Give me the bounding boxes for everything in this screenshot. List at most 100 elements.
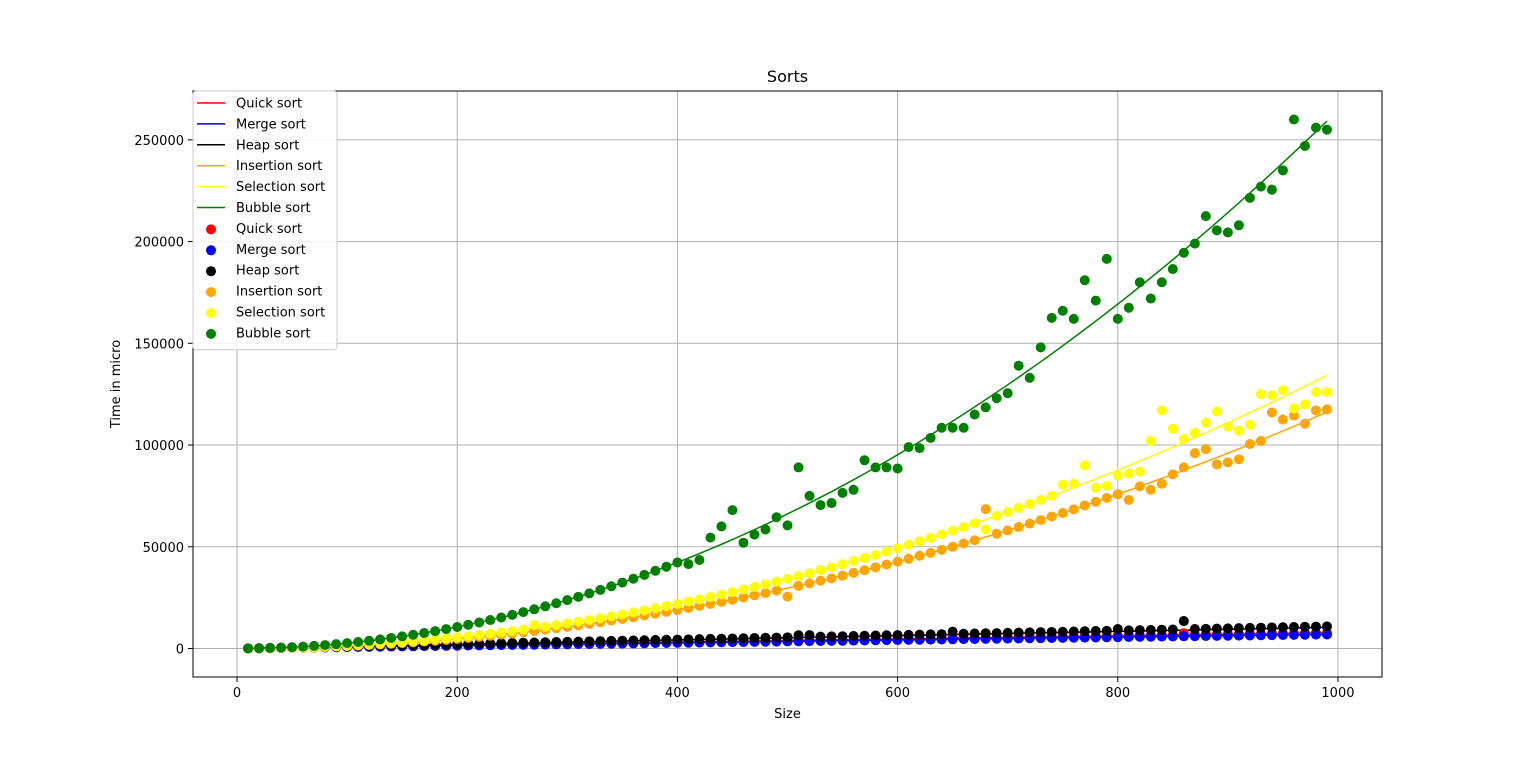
point-bubble-sort (1068, 313, 1079, 324)
point-bubble-sort (265, 643, 276, 654)
x-tick-label: 800 (1105, 686, 1130, 701)
point-bubble-sort (375, 634, 386, 645)
point-insertion-sort (947, 541, 958, 552)
point-heap-sort (804, 630, 815, 641)
point-heap-sort (573, 636, 584, 647)
point-bubble-sort (485, 615, 496, 626)
point-insertion-sort (1112, 489, 1123, 500)
point-heap-sort (1024, 627, 1035, 638)
point-heap-sort (540, 637, 551, 648)
point-bubble-sort (628, 573, 639, 584)
point-insertion-sort (870, 562, 881, 573)
legend-line-label: Quick sort (236, 97, 302, 112)
point-heap-sort (694, 634, 705, 645)
point-insertion-sort (826, 573, 837, 584)
point-bubble-sort (1046, 312, 1057, 323)
point-bubble-sort (254, 643, 265, 654)
point-insertion-sort (903, 553, 914, 564)
point-insertion-sort (1178, 462, 1189, 473)
point-bubble-sort (419, 627, 430, 638)
point-insertion-sort (771, 585, 782, 596)
point-bubble-sort (793, 462, 804, 473)
point-bubble-sort (727, 505, 738, 516)
point-bubble-sort (925, 432, 936, 443)
point-bubble-sort (1233, 220, 1244, 231)
point-heap-sort (848, 630, 859, 641)
point-selection-sort (1145, 435, 1156, 446)
point-insertion-sort (1288, 410, 1299, 421)
point-selection-sort (1255, 389, 1266, 400)
point-heap-sort (749, 633, 760, 644)
point-bubble-sort (1255, 181, 1266, 192)
point-bubble-sort (518, 607, 529, 618)
point-heap-sort (683, 634, 694, 645)
point-heap-sort (837, 631, 848, 642)
point-selection-sort (969, 518, 980, 529)
point-bubble-sort (606, 581, 617, 592)
point-bubble-sort (1079, 275, 1090, 286)
point-insertion-sort (1090, 496, 1101, 507)
x-tick-label: 200 (445, 686, 470, 701)
point-heap-sort (1134, 625, 1145, 636)
point-heap-sort (936, 629, 947, 640)
point-selection-sort (815, 565, 826, 576)
x-tick-label: 400 (665, 686, 690, 701)
point-bubble-sort (540, 601, 551, 612)
legend-line-label: Merge sort (236, 117, 306, 132)
point-insertion-sort (815, 575, 826, 586)
point-bubble-sort (947, 422, 958, 433)
point-selection-sort (463, 631, 474, 642)
point-selection-sort (1277, 385, 1288, 396)
point-bubble-sort (1299, 140, 1310, 151)
point-selection-sort (705, 591, 716, 602)
point-heap-sort (771, 632, 782, 643)
point-selection-sort (793, 571, 804, 582)
point-insertion-sort (1046, 511, 1057, 522)
point-insertion-sort (1123, 494, 1134, 505)
point-bubble-sort (551, 598, 562, 609)
point-heap-sort (1112, 623, 1123, 634)
point-heap-sort (782, 632, 793, 643)
point-bubble-sort (694, 555, 705, 565)
legend-box (192, 90, 338, 351)
point-bubble-sort (309, 640, 320, 651)
point-insertion-sort (727, 594, 738, 605)
point-insertion-sort (738, 592, 749, 603)
legend-marker-label: Selection sort (236, 306, 325, 321)
point-bubble-sort (870, 462, 881, 473)
point-selection-sort (1112, 470, 1123, 481)
point-merge-sort (1156, 631, 1167, 642)
point-selection-sort (837, 559, 848, 570)
point-bubble-sort (1200, 211, 1211, 222)
point-insertion-sort (1277, 414, 1288, 425)
point-bubble-sort (1244, 192, 1255, 203)
point-selection-sort (991, 510, 1002, 521)
point-insertion-sort (1222, 457, 1233, 468)
point-selection-sort (628, 607, 639, 618)
point-bubble-sort (617, 577, 628, 588)
point-insertion-sort (1167, 469, 1178, 480)
x-tick-label: 600 (885, 686, 910, 701)
point-insertion-sort (848, 567, 859, 578)
point-bubble-sort (650, 565, 661, 576)
point-selection-sort (507, 626, 518, 637)
point-bubble-sort (397, 631, 408, 642)
point-heap-sort (815, 631, 826, 642)
point-insertion-sort (980, 504, 991, 515)
point-selection-sort (639, 605, 650, 616)
y-tick-label: 200000 (134, 236, 184, 251)
point-selection-sort (1123, 468, 1134, 479)
point-insertion-sort (716, 596, 727, 607)
point-insertion-sort (859, 565, 870, 576)
point-heap-sort (584, 636, 595, 647)
ticks-layer: 0 200 400 600 800 1000 0 50000 100000 150000 20000… (134, 134, 1354, 701)
point-heap-sort (738, 633, 749, 644)
point-bubble-sort (1167, 264, 1178, 275)
point-bubble-sort (342, 638, 353, 649)
point-insertion-sort (892, 556, 903, 567)
point-bubble-sort (683, 559, 694, 570)
point-heap-sort (892, 630, 903, 641)
point-bubble-sort (474, 617, 485, 628)
point-selection-sort (925, 532, 936, 543)
